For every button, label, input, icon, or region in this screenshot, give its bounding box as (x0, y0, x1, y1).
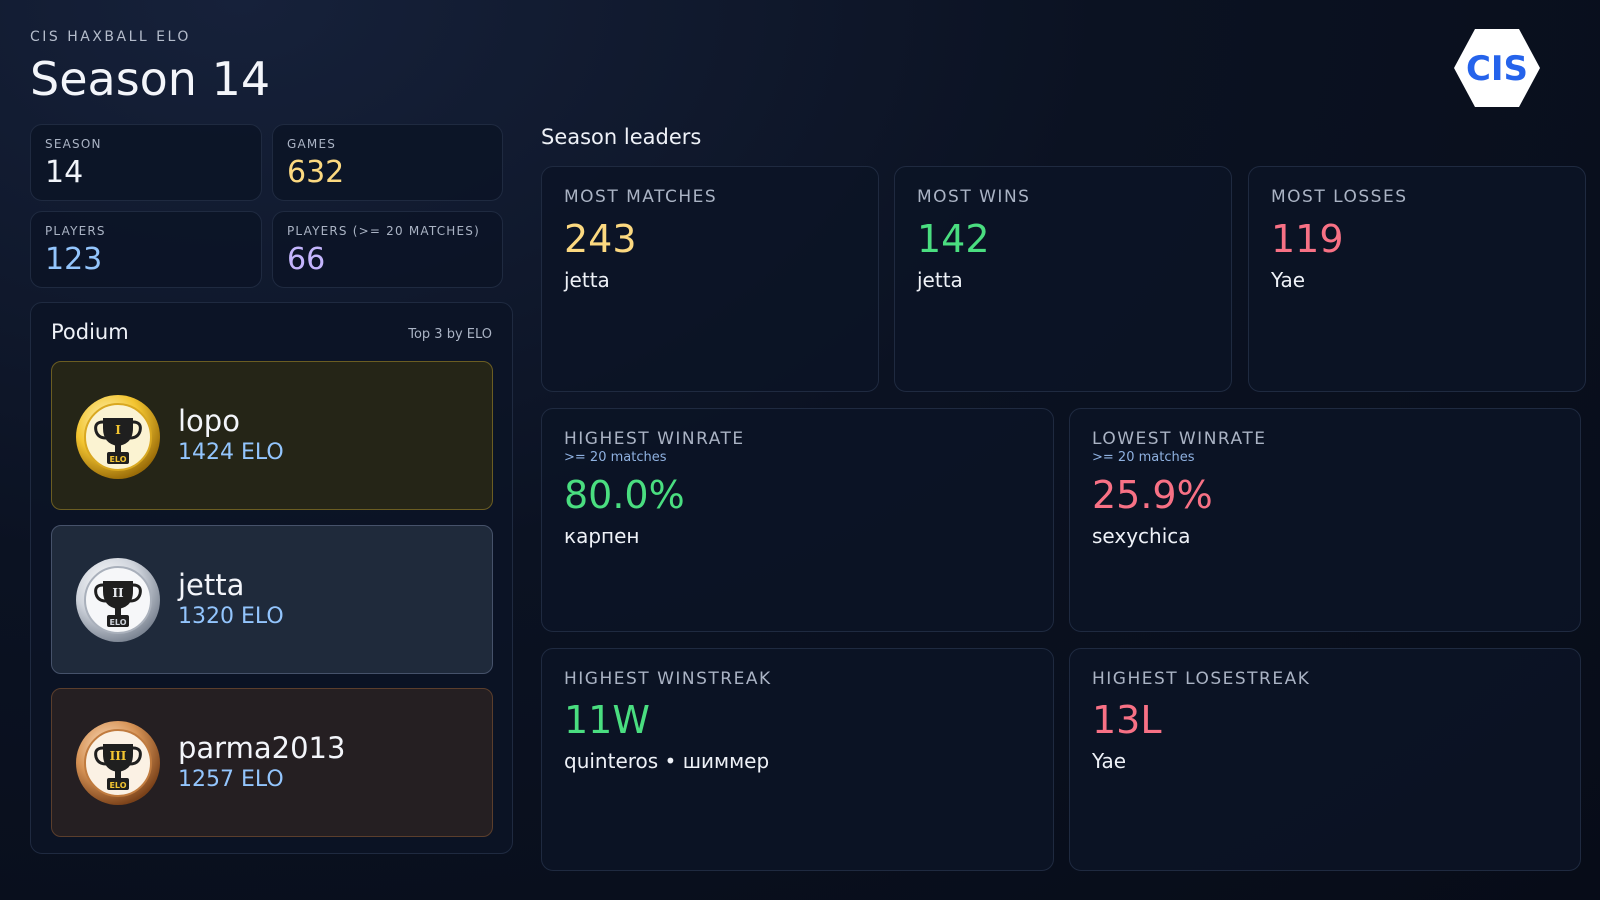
highest-winrate-label: HIGHEST WINRATE (564, 429, 745, 449)
medal-rank: II (112, 586, 124, 600)
lowest-winrate-sub: >= 20 matches (1092, 450, 1195, 465)
medal-rank: I (115, 423, 121, 437)
players-20-stat-label: PLAYERS (>= 20 MATCHES) (287, 224, 480, 238)
most-wins-label: MOST WINS (917, 187, 1031, 207)
podium-entry-name: jetta (178, 568, 245, 602)
highest-losestreak-value: 13L (1092, 698, 1162, 742)
most-losses-card: MOST LOSSES 119 Yae (1248, 166, 1586, 392)
cis-logo: CIS (1454, 29, 1540, 107)
most-losses-player: Yae (1271, 268, 1306, 292)
podium-entry-elo: 1424 ELO (178, 440, 284, 465)
podium-entry-elo: 1257 ELO (178, 767, 284, 792)
highest-losestreak-label: HIGHEST LOSESTREAK (1092, 669, 1311, 689)
podium-entry-name: parma2013 (178, 731, 346, 765)
silver-trophy-icon: ELO II (76, 558, 160, 642)
medal-label: ELO (109, 455, 126, 464)
podium-entry-3[interactable]: ELO III parma2013 1257 ELO (51, 688, 493, 837)
lowest-winrate-card: LOWEST WINRATE >= 20 matches 25.9% sexyc… (1069, 408, 1581, 632)
lowest-winrate-value: 25.9% (1092, 473, 1213, 517)
games-stat-label: GAMES (287, 137, 337, 151)
games-stat-card: GAMES 632 (272, 124, 503, 201)
lowest-winrate-player: sexychica (1092, 524, 1191, 548)
players-20-stat-value: 66 (287, 242, 326, 277)
podium-entry-2[interactable]: ELO II jetta 1320 ELO (51, 525, 493, 674)
most-matches-card: MOST MATCHES 243 jetta (541, 166, 879, 392)
players-stat-value: 123 (45, 242, 103, 277)
gold-trophy-icon: ELO I (76, 395, 160, 479)
most-losses-value: 119 (1271, 217, 1344, 261)
lowest-winrate-label: LOWEST WINRATE (1092, 429, 1267, 449)
podium-entry-elo: 1320 ELO (178, 604, 284, 629)
page-title: Season 14 (30, 52, 271, 106)
season-stat-value: 14 (45, 155, 84, 190)
app-eyebrow: CIS HAXBALL ELO (30, 29, 191, 45)
season-stat-card: SEASON 14 (30, 124, 262, 201)
highest-winstreak-players: quinteros • шиммер (564, 749, 770, 773)
highest-winrate-player: карпен (564, 524, 640, 548)
highest-winrate-card: HIGHEST WINRATE >= 20 matches 80.0% карп… (541, 408, 1054, 632)
most-matches-label: MOST MATCHES (564, 187, 718, 207)
highest-winstreak-value: 11W (564, 698, 650, 742)
most-matches-player: jetta (564, 268, 610, 292)
most-losses-label: MOST LOSSES (1271, 187, 1408, 207)
season-leaders-title: Season leaders (541, 125, 702, 149)
highest-losestreak-player: Yae (1092, 749, 1127, 773)
most-wins-player: jetta (917, 268, 963, 292)
most-wins-card: MOST WINS 142 jetta (894, 166, 1232, 392)
season-stat-label: SEASON (45, 137, 102, 151)
logo-text: CIS (1466, 49, 1528, 89)
highest-winstreak-label: HIGHEST WINSTREAK (564, 669, 772, 689)
bronze-trophy-icon: ELO III (76, 721, 160, 805)
podium-panel: Podium Top 3 by ELO ELO I lopo 1424 ELO (30, 302, 513, 854)
medal-label: ELO (109, 618, 126, 627)
games-stat-value: 632 (287, 155, 345, 190)
medal-rank: III (110, 749, 127, 763)
players-20-stat-card: PLAYERS (>= 20 MATCHES) 66 (272, 211, 503, 288)
highest-winrate-sub: >= 20 matches (564, 450, 667, 465)
podium-title: Podium (51, 320, 129, 344)
podium-note: Top 3 by ELO (408, 327, 492, 342)
podium-entry-name: lopo (178, 404, 240, 438)
podium-entry-1[interactable]: ELO I lopo 1424 ELO (51, 361, 493, 510)
highest-winstreak-card: HIGHEST WINSTREAK 11W quinteros • шиммер (541, 648, 1054, 871)
players-stat-label: PLAYERS (45, 224, 106, 238)
medal-label: ELO (109, 781, 126, 790)
highest-winrate-value: 80.0% (564, 473, 685, 517)
most-matches-value: 243 (564, 217, 637, 261)
players-stat-card: PLAYERS 123 (30, 211, 262, 288)
highest-losestreak-card: HIGHEST LOSESTREAK 13L Yae (1069, 648, 1581, 871)
most-wins-value: 142 (917, 217, 990, 261)
